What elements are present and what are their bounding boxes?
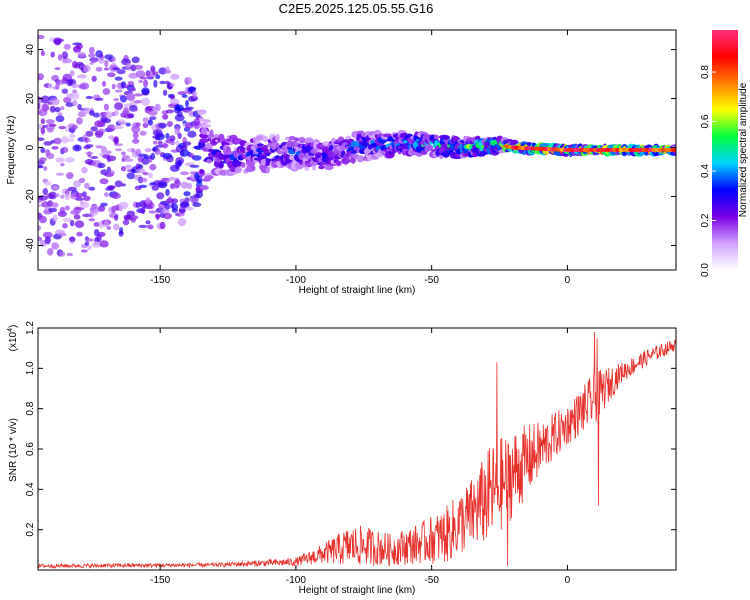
spectrogram-y-tick-label: 20 [25, 93, 36, 105]
snr-x-tick-label: -100 [286, 575, 306, 586]
colorbar: 0.0 0.2 0.4 0.6 0.8 Normalized spectral ampl… [700, 30, 749, 277]
snr-y-tick-label: 0.4 [25, 482, 36, 496]
spectrogram-x-tick-label: -50 [424, 275, 439, 286]
snr-y-ticks: 0.2 0.4 0.6 0.8 1.0 1.2 [25, 321, 676, 537]
colorbar-gradient [712, 30, 738, 270]
spectrogram-x-tick-label: 0 [565, 275, 571, 286]
snr-y-tick-label: 0.2 [25, 522, 36, 536]
snr-x-tick-label: -50 [424, 575, 439, 586]
spectrogram-x-label: Height of straight line (km) [299, 285, 416, 296]
spectrogram-y-tick-label: 0 [25, 144, 36, 150]
spectrogram-y-tick-label: -40 [25, 238, 36, 253]
snr-panel: -150 -100 -50 0 0.2 0.4 0.6 0.8 1.0 1.2 Height o… [7, 321, 677, 596]
snr-x-ticks: -150 -100 -50 0 [150, 328, 571, 586]
snr-x-tick-label: 0 [565, 575, 571, 586]
colorbar-tick-label: 0.4 [700, 164, 711, 178]
spectrogram-y-tick-label: -20 [25, 189, 36, 204]
snr-y-tick-label: 0.8 [25, 401, 36, 415]
colorbar-tick-label: 0.8 [700, 65, 711, 79]
spectrogram-y-label: Frequency (Hz) [6, 116, 17, 185]
spectrogram-y-ticks: -40 -20 0 20 40 [25, 44, 676, 253]
colorbar-tick-label: 0.0 [700, 263, 711, 277]
colorbar-ticks: 0.0 0.2 0.4 0.6 0.8 [700, 65, 716, 277]
snr-x-label: Height of straight line (km) [299, 585, 416, 596]
spectrogram-points [38, 34, 676, 257]
spectrogram-x-tick-label: -100 [286, 275, 306, 286]
snr-y-label: SNR (10 * v/v) [8, 418, 19, 482]
spectrogram-x-tick-label: -150 [150, 275, 170, 286]
snr-y-tick-label: 0.6 [25, 442, 36, 456]
spectrogram-frame [37, 29, 677, 271]
spectrogram-panel: -150 -100 -50 0 -40 -20 0 20 40 Height of strai… [6, 29, 677, 296]
chart-title: C2E5.2025.125.05.55.G16 [279, 1, 434, 16]
spectrogram-y-tick-label: 40 [25, 44, 36, 56]
snr-y-multiplier: (x104) [7, 325, 19, 352]
spectrogram-x-ticks: -150 -100 -50 0 [150, 30, 571, 286]
snr-frame [37, 327, 677, 571]
colorbar-label: Normalized spectral amplitude [738, 82, 749, 217]
spectrogram-point [670, 148, 676, 152]
colorbar-tick-label: 0.6 [700, 114, 711, 128]
snr-x-tick-label: -150 [150, 575, 170, 586]
snr-y-tick-label: 1.0 [25, 361, 36, 375]
snr-y-tick-label: 1.2 [25, 321, 36, 335]
colorbar-tick-label: 0.2 [700, 213, 711, 227]
snr-series-line [38, 331, 676, 569]
